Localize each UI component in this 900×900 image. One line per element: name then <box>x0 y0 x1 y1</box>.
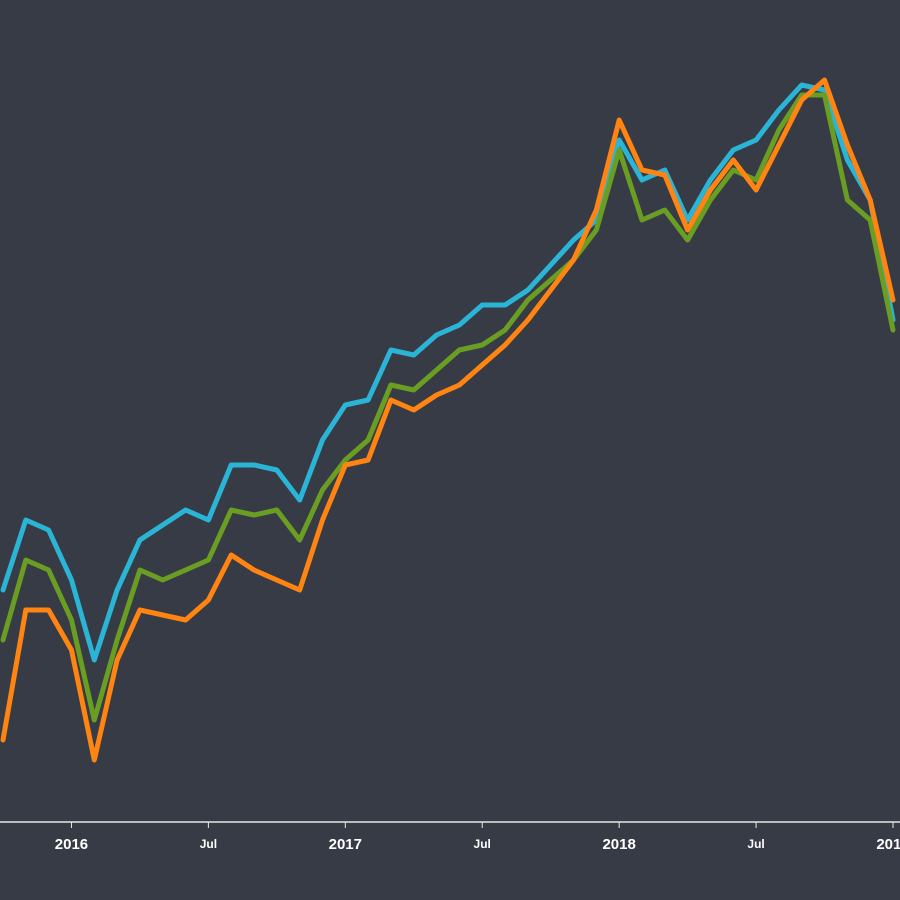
x-tick-label: 2017 <box>329 836 362 853</box>
x-tick-label: 2019 <box>876 836 900 853</box>
x-tick-label: Jul <box>747 837 764 851</box>
x-tick-label: Jul <box>200 837 217 851</box>
x-tick-label: 2016 <box>55 836 88 853</box>
x-tick-label: 2018 <box>602 836 635 853</box>
x-tick-label: Jul <box>474 837 491 851</box>
series-line <box>0 77 896 763</box>
series-line <box>0 82 896 663</box>
